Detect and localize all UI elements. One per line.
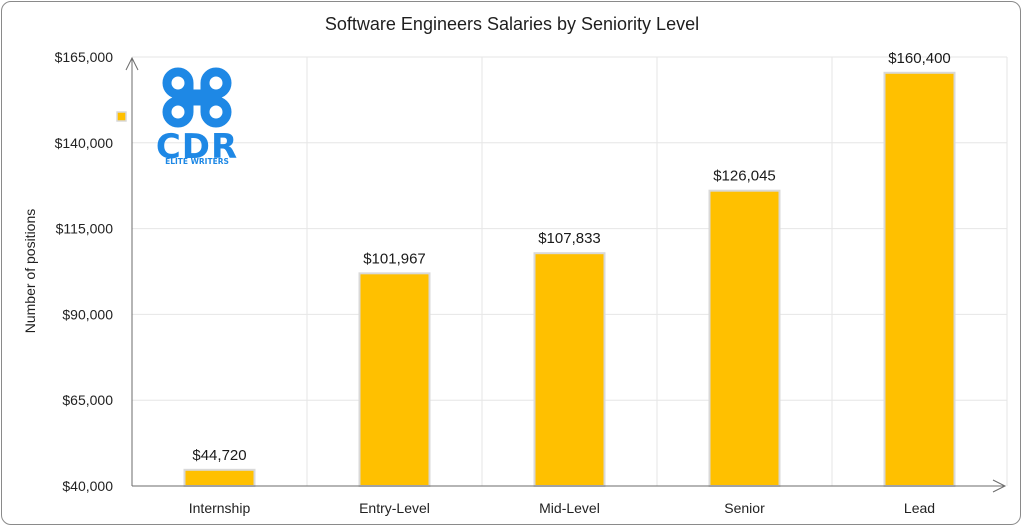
legend-swatch xyxy=(116,111,127,122)
bar xyxy=(183,468,256,488)
chart-title: Software Engineers Salaries by Seniority… xyxy=(325,14,699,34)
category-labels: Internship Entry-Level Mid-Level Senior Lead xyxy=(189,500,935,516)
category-label: Lead xyxy=(904,500,935,516)
bar xyxy=(533,252,606,487)
category-label: Mid-Level xyxy=(539,500,600,516)
axes xyxy=(125,56,1007,493)
data-label: $107,833 xyxy=(538,230,601,247)
y-axis-title: Number of positions xyxy=(22,209,38,334)
bars xyxy=(183,71,956,488)
x-axis-arrow xyxy=(992,479,1007,493)
data-label: $44,720 xyxy=(192,447,246,464)
data-label: $160,400 xyxy=(888,50,951,67)
y-tick-label: $165,000 xyxy=(55,49,114,65)
y-tick-labels: $40,000 $65,000 $90,000 $115,000 $140,000 $16… xyxy=(55,49,114,494)
y-tick-label: $90,000 xyxy=(62,306,113,322)
data-labels: $44,720 $101,967 $107,833 $126,045 $160,400 xyxy=(192,50,950,464)
bar xyxy=(708,189,781,487)
gridlines xyxy=(132,56,1008,486)
category-label: Senior xyxy=(724,500,765,516)
y-tick-label: $40,000 xyxy=(62,478,113,494)
y-tick-label: $65,000 xyxy=(62,392,113,408)
category-label: Internship xyxy=(189,500,251,516)
data-label: $126,045 xyxy=(713,168,776,185)
cdr-logo: CDR ELITE WRITERS xyxy=(156,67,238,167)
category-label: Entry-Level xyxy=(359,500,430,516)
command-key-icon xyxy=(162,67,232,128)
logo-sub-text: ELITE WRITERS xyxy=(165,157,229,166)
y-tick-label: $115,000 xyxy=(56,221,114,237)
bar xyxy=(883,71,956,487)
y-axis-arrow xyxy=(125,56,139,71)
y-tick-label: $140,000 xyxy=(55,135,114,151)
logo-main-text: CDR xyxy=(156,127,238,167)
data-label: $101,967 xyxy=(363,250,426,267)
bar xyxy=(358,272,431,487)
